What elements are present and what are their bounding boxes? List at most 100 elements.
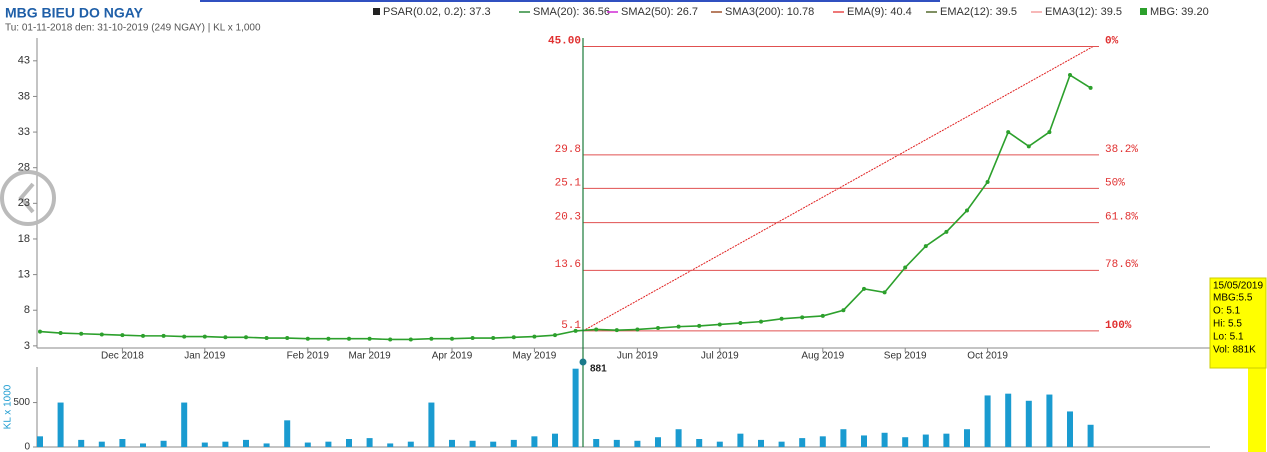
volume-bar — [119, 439, 126, 447]
volume-bar — [346, 439, 352, 447]
price-point — [285, 336, 290, 341]
price-point — [326, 336, 331, 341]
y-tick-label: 23 — [18, 197, 30, 209]
price-point — [697, 323, 702, 328]
price-point — [532, 334, 537, 339]
price-point — [1047, 130, 1052, 135]
volume-bar — [613, 439, 620, 447]
price-point — [1006, 130, 1011, 135]
legend-swatch — [1140, 8, 1147, 15]
tooltip-row: Vol: 881K — [1213, 345, 1256, 356]
volume-bar — [552, 433, 558, 447]
price-point — [223, 335, 228, 340]
volume-bar — [510, 439, 517, 447]
price-point — [408, 337, 413, 342]
y-tick-label: 3 — [24, 340, 30, 352]
fib-value-label: 25.1 — [555, 177, 582, 189]
volume-bar — [902, 437, 909, 447]
price-point — [429, 336, 434, 341]
volume-bar — [964, 429, 970, 447]
price-point — [120, 333, 125, 338]
price-point — [1068, 73, 1072, 78]
y-tick-label: 28 — [18, 162, 30, 174]
price-point — [820, 313, 825, 318]
price-point — [635, 327, 640, 332]
price-point — [779, 316, 784, 321]
volume-bar — [799, 438, 806, 447]
price-point — [38, 329, 42, 334]
price-point — [491, 336, 496, 341]
volume-y-tick-label: 500 — [13, 397, 30, 408]
price-point — [759, 319, 763, 324]
volume-bar — [243, 439, 249, 447]
price-point — [58, 331, 63, 336]
tooltip-row: MBG:5.5 — [1213, 293, 1253, 304]
price-point — [347, 336, 351, 341]
volume-bar — [449, 439, 455, 447]
fib-value-label: 20.3 — [555, 211, 581, 223]
price-point — [99, 332, 104, 337]
volume-bar — [1046, 394, 1053, 447]
volume-axis-label: KL x 1000 — [3, 384, 14, 429]
volume-bar — [366, 438, 373, 447]
legend-label: EMA2(12): 39.5 — [940, 6, 1017, 18]
nav-left-button[interactable] — [0, 170, 56, 226]
price-point — [985, 179, 990, 184]
price-point — [573, 328, 578, 333]
volume-bar — [140, 443, 146, 447]
tooltip-row: Lo: 5.1 — [1213, 332, 1244, 343]
x-tick-label: Dec 2018 — [101, 351, 144, 362]
volume-bar — [304, 442, 311, 447]
chart-title: MBG BIEU DO NGAY — [5, 5, 144, 21]
x-tick-label: Apr 2019 — [432, 351, 473, 362]
cursor-label: 881 — [590, 364, 607, 375]
price-point — [903, 265, 908, 270]
fib-value-label: 13.6 — [555, 259, 581, 271]
volume-y-tick-label: 0 — [24, 442, 30, 452]
fib-value-label: 29.8 — [555, 144, 581, 156]
x-tick-label: Jun 2019 — [617, 351, 659, 362]
volume-bar — [531, 436, 538, 447]
fib-pct-label: 50% — [1105, 177, 1125, 189]
price-point — [450, 336, 454, 341]
volume-bar — [201, 442, 208, 447]
price-point — [882, 290, 887, 295]
fib-pct-label: 0% — [1105, 35, 1119, 47]
price-point — [1088, 85, 1093, 90]
fib-pct-label: 78.6% — [1105, 259, 1138, 271]
volume-bar — [634, 440, 641, 447]
y-tick-label: 8 — [24, 304, 30, 316]
x-tick-label: Aug 2019 — [801, 351, 844, 362]
volume-bar — [861, 435, 867, 447]
x-tick-label: Feb 2019 — [287, 351, 330, 362]
volume-bar — [655, 437, 661, 447]
volume-bar — [984, 395, 991, 447]
price-point — [244, 335, 248, 340]
nav-left-arrow — [18, 182, 35, 214]
volume-bar — [696, 439, 703, 447]
price-point — [944, 229, 949, 234]
legend-label: PSAR(0.02, 0.2): 37.3 — [383, 6, 491, 18]
volume-bar — [675, 429, 682, 447]
x-tick-label: May 2019 — [512, 351, 556, 362]
legend-label: SMA2(50): 26.7 — [621, 6, 698, 18]
fib-pct-label: 61.8% — [1105, 211, 1138, 223]
price-point — [202, 334, 207, 339]
fib-pct-label: 38.2% — [1105, 144, 1138, 156]
price-point — [305, 336, 310, 341]
x-tick-label: Mar 2019 — [348, 351, 391, 362]
price-point — [161, 333, 166, 338]
price-point — [862, 286, 866, 291]
price-line — [39, 73, 1092, 341]
price-point — [511, 335, 516, 340]
y-tick-label: 33 — [18, 126, 30, 138]
price-point — [79, 331, 84, 336]
y-tick-label: 43 — [18, 55, 30, 67]
price-point — [594, 327, 599, 332]
price-point — [614, 328, 619, 333]
volume-bar — [716, 441, 723, 447]
volume-bar — [387, 443, 394, 447]
volume-bar — [407, 441, 414, 447]
tooltip-box — [1209, 277, 1267, 369]
